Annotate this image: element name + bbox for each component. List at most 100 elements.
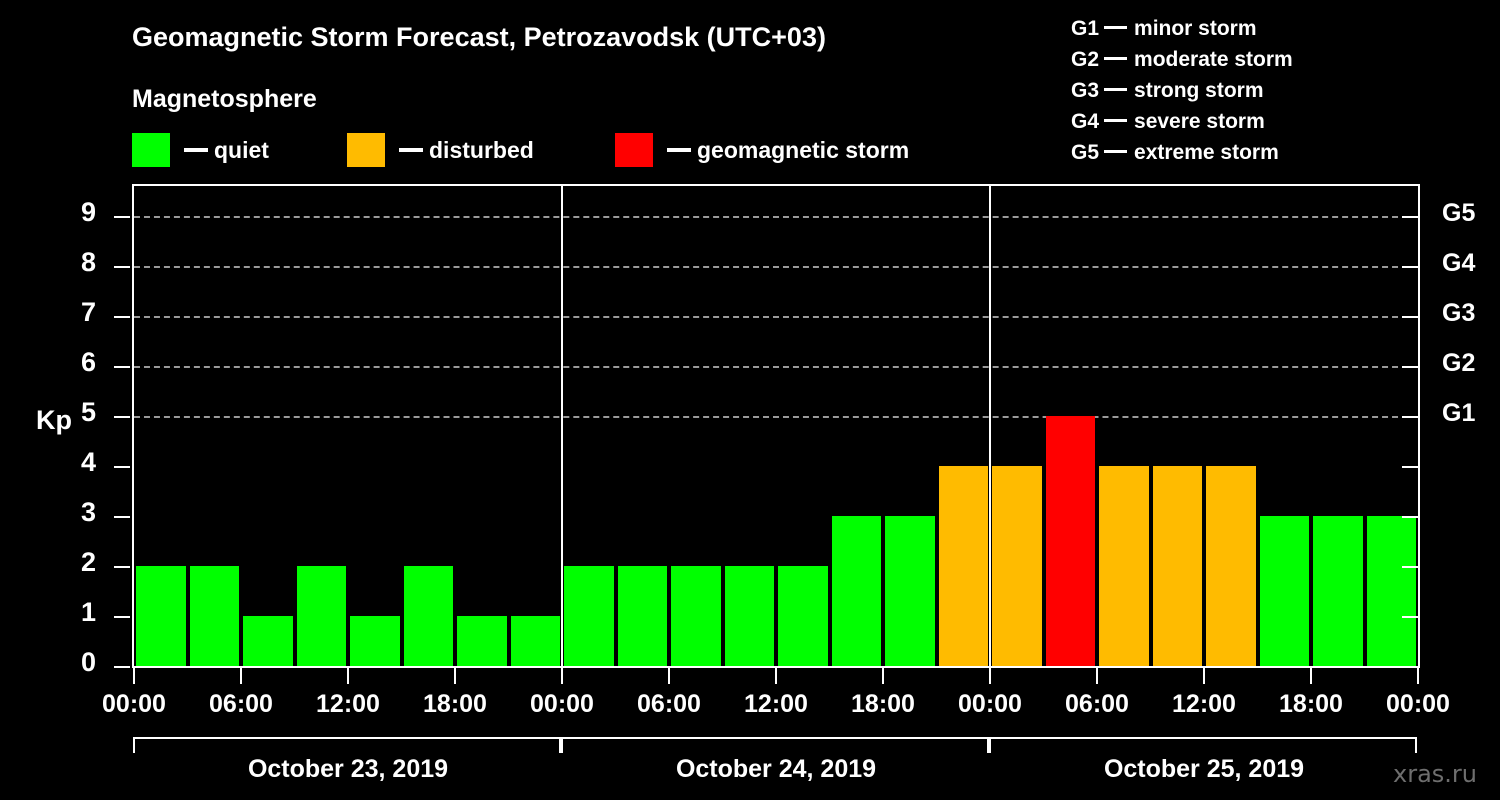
gridline-kp-8	[134, 266, 1418, 268]
day-label: October 23, 2019	[247, 755, 449, 783]
plot-inner	[134, 186, 1418, 666]
watermark: xras.ru	[1393, 760, 1477, 788]
y-tick-label: 1	[80, 597, 96, 627]
x-tick-label: 18:00	[423, 690, 487, 718]
x-tick-label: 12:00	[316, 690, 380, 718]
g-legend-row-g3: G3 strong storm	[1070, 75, 1490, 106]
g-scale-tick-label: G3	[1442, 299, 1476, 327]
x-tick	[347, 668, 349, 684]
x-tick-label: 00:00	[1386, 690, 1450, 718]
storm-legend-swatch-icon	[615, 133, 653, 167]
x-tick-label: 06:00	[209, 690, 273, 718]
y-tick-left	[114, 416, 130, 418]
magnetosphere-label: Magnetosphere	[132, 85, 317, 113]
y-tick-label: 9	[80, 197, 96, 227]
plot-area	[132, 184, 1420, 668]
day-label: October 24, 2019	[675, 755, 877, 783]
kp-bar	[671, 566, 721, 666]
day-bracket	[561, 737, 989, 753]
kp-bar	[992, 466, 1042, 666]
g-legend-code: G3	[1071, 79, 1100, 102]
y-tick-left	[114, 316, 130, 318]
y-tick-right	[1402, 666, 1418, 668]
kp-bar	[724, 566, 774, 666]
disturbed-legend-text: disturbed	[429, 136, 534, 163]
g-legend-description: severe storm	[1134, 110, 1265, 133]
g-legend-description: minor storm	[1134, 17, 1257, 40]
legend-dash-icon	[399, 148, 423, 152]
y-tick-label: 2	[80, 547, 96, 577]
kp-bar	[1366, 516, 1416, 666]
day-bracket	[133, 737, 561, 753]
kp-bar	[350, 616, 400, 666]
em-dash-icon	[1104, 150, 1128, 154]
kp-bar	[403, 566, 453, 666]
quiet-legend-swatch-icon	[132, 133, 170, 167]
kp-bar	[617, 566, 667, 666]
legend-dash-icon	[184, 148, 208, 152]
x-tick-label: 00:00	[958, 690, 1022, 718]
x-tick	[240, 668, 242, 684]
g-scale-tick-label: G1	[1442, 399, 1476, 427]
y-tick-left	[114, 216, 130, 218]
y-tick-right	[1402, 516, 1418, 518]
em-dash-icon	[1104, 88, 1128, 92]
x-tick-label: 12:00	[744, 690, 808, 718]
y-tick-left	[114, 666, 130, 668]
x-tick-label: 12:00	[1172, 690, 1236, 718]
x-tick	[989, 668, 991, 684]
y-tick-right	[1402, 616, 1418, 618]
y-tick-label: 7	[80, 297, 96, 327]
disturbed-legend-swatch-icon	[347, 133, 385, 167]
em-dash-icon	[1104, 119, 1128, 123]
y-tick-right	[1402, 216, 1418, 218]
x-tick-label: 06:00	[637, 690, 701, 718]
y-tick-right	[1402, 316, 1418, 318]
kp-bar	[885, 516, 935, 666]
x-tick	[1203, 668, 1205, 684]
kp-bar	[1045, 416, 1095, 666]
g-scale-legend: G1 minor storm G2 moderate storm G3 strong st…	[1070, 13, 1490, 168]
y-tick-right	[1402, 466, 1418, 468]
x-tick	[775, 668, 777, 684]
kp-bar	[1206, 466, 1256, 666]
gridline-kp-5	[134, 416, 1418, 418]
g-legend-code: G2	[1071, 48, 1100, 71]
x-tick	[133, 668, 135, 684]
legend-dash-icon	[667, 148, 691, 152]
x-tick	[1310, 668, 1312, 684]
y-tick-left	[114, 266, 130, 268]
x-tick	[454, 668, 456, 684]
x-tick	[1417, 668, 1419, 684]
kp-bar	[1259, 516, 1309, 666]
kp-bar	[778, 566, 828, 666]
kp-bar	[564, 566, 614, 666]
disturbed-legend: disturbed	[347, 131, 534, 169]
x-tick	[561, 668, 563, 684]
kp-bar	[457, 616, 507, 666]
kp-bar	[296, 566, 346, 666]
y-tick-label: 4	[80, 447, 96, 477]
g-legend-code: G4	[1071, 110, 1100, 133]
y-tick-left	[114, 566, 130, 568]
kp-bar	[243, 616, 293, 666]
em-dash-icon	[1104, 26, 1128, 30]
y-tick-left	[114, 616, 130, 618]
kp-bar	[136, 566, 186, 666]
x-tick-label: 00:00	[530, 690, 594, 718]
g-legend-row-g2: G2 moderate storm	[1070, 44, 1490, 75]
y-tick-left	[114, 366, 130, 368]
g-legend-row-g1: G1 minor storm	[1070, 13, 1490, 44]
y-tick-label: 5	[80, 397, 96, 427]
g-legend-description: strong storm	[1134, 79, 1264, 102]
x-tick-label: 00:00	[102, 690, 166, 718]
g-scale-tick-label: G5	[1442, 199, 1476, 227]
day-separator-1	[561, 186, 563, 666]
y-tick-label: 8	[80, 247, 96, 277]
y-tick-left	[114, 466, 130, 468]
kp-bar	[1099, 466, 1149, 666]
g-legend-row-g5: G5 extreme storm	[1070, 137, 1490, 168]
x-tick	[668, 668, 670, 684]
storm-legend-text: geomagnetic storm	[697, 136, 910, 163]
x-tick-label: 18:00	[851, 690, 915, 718]
